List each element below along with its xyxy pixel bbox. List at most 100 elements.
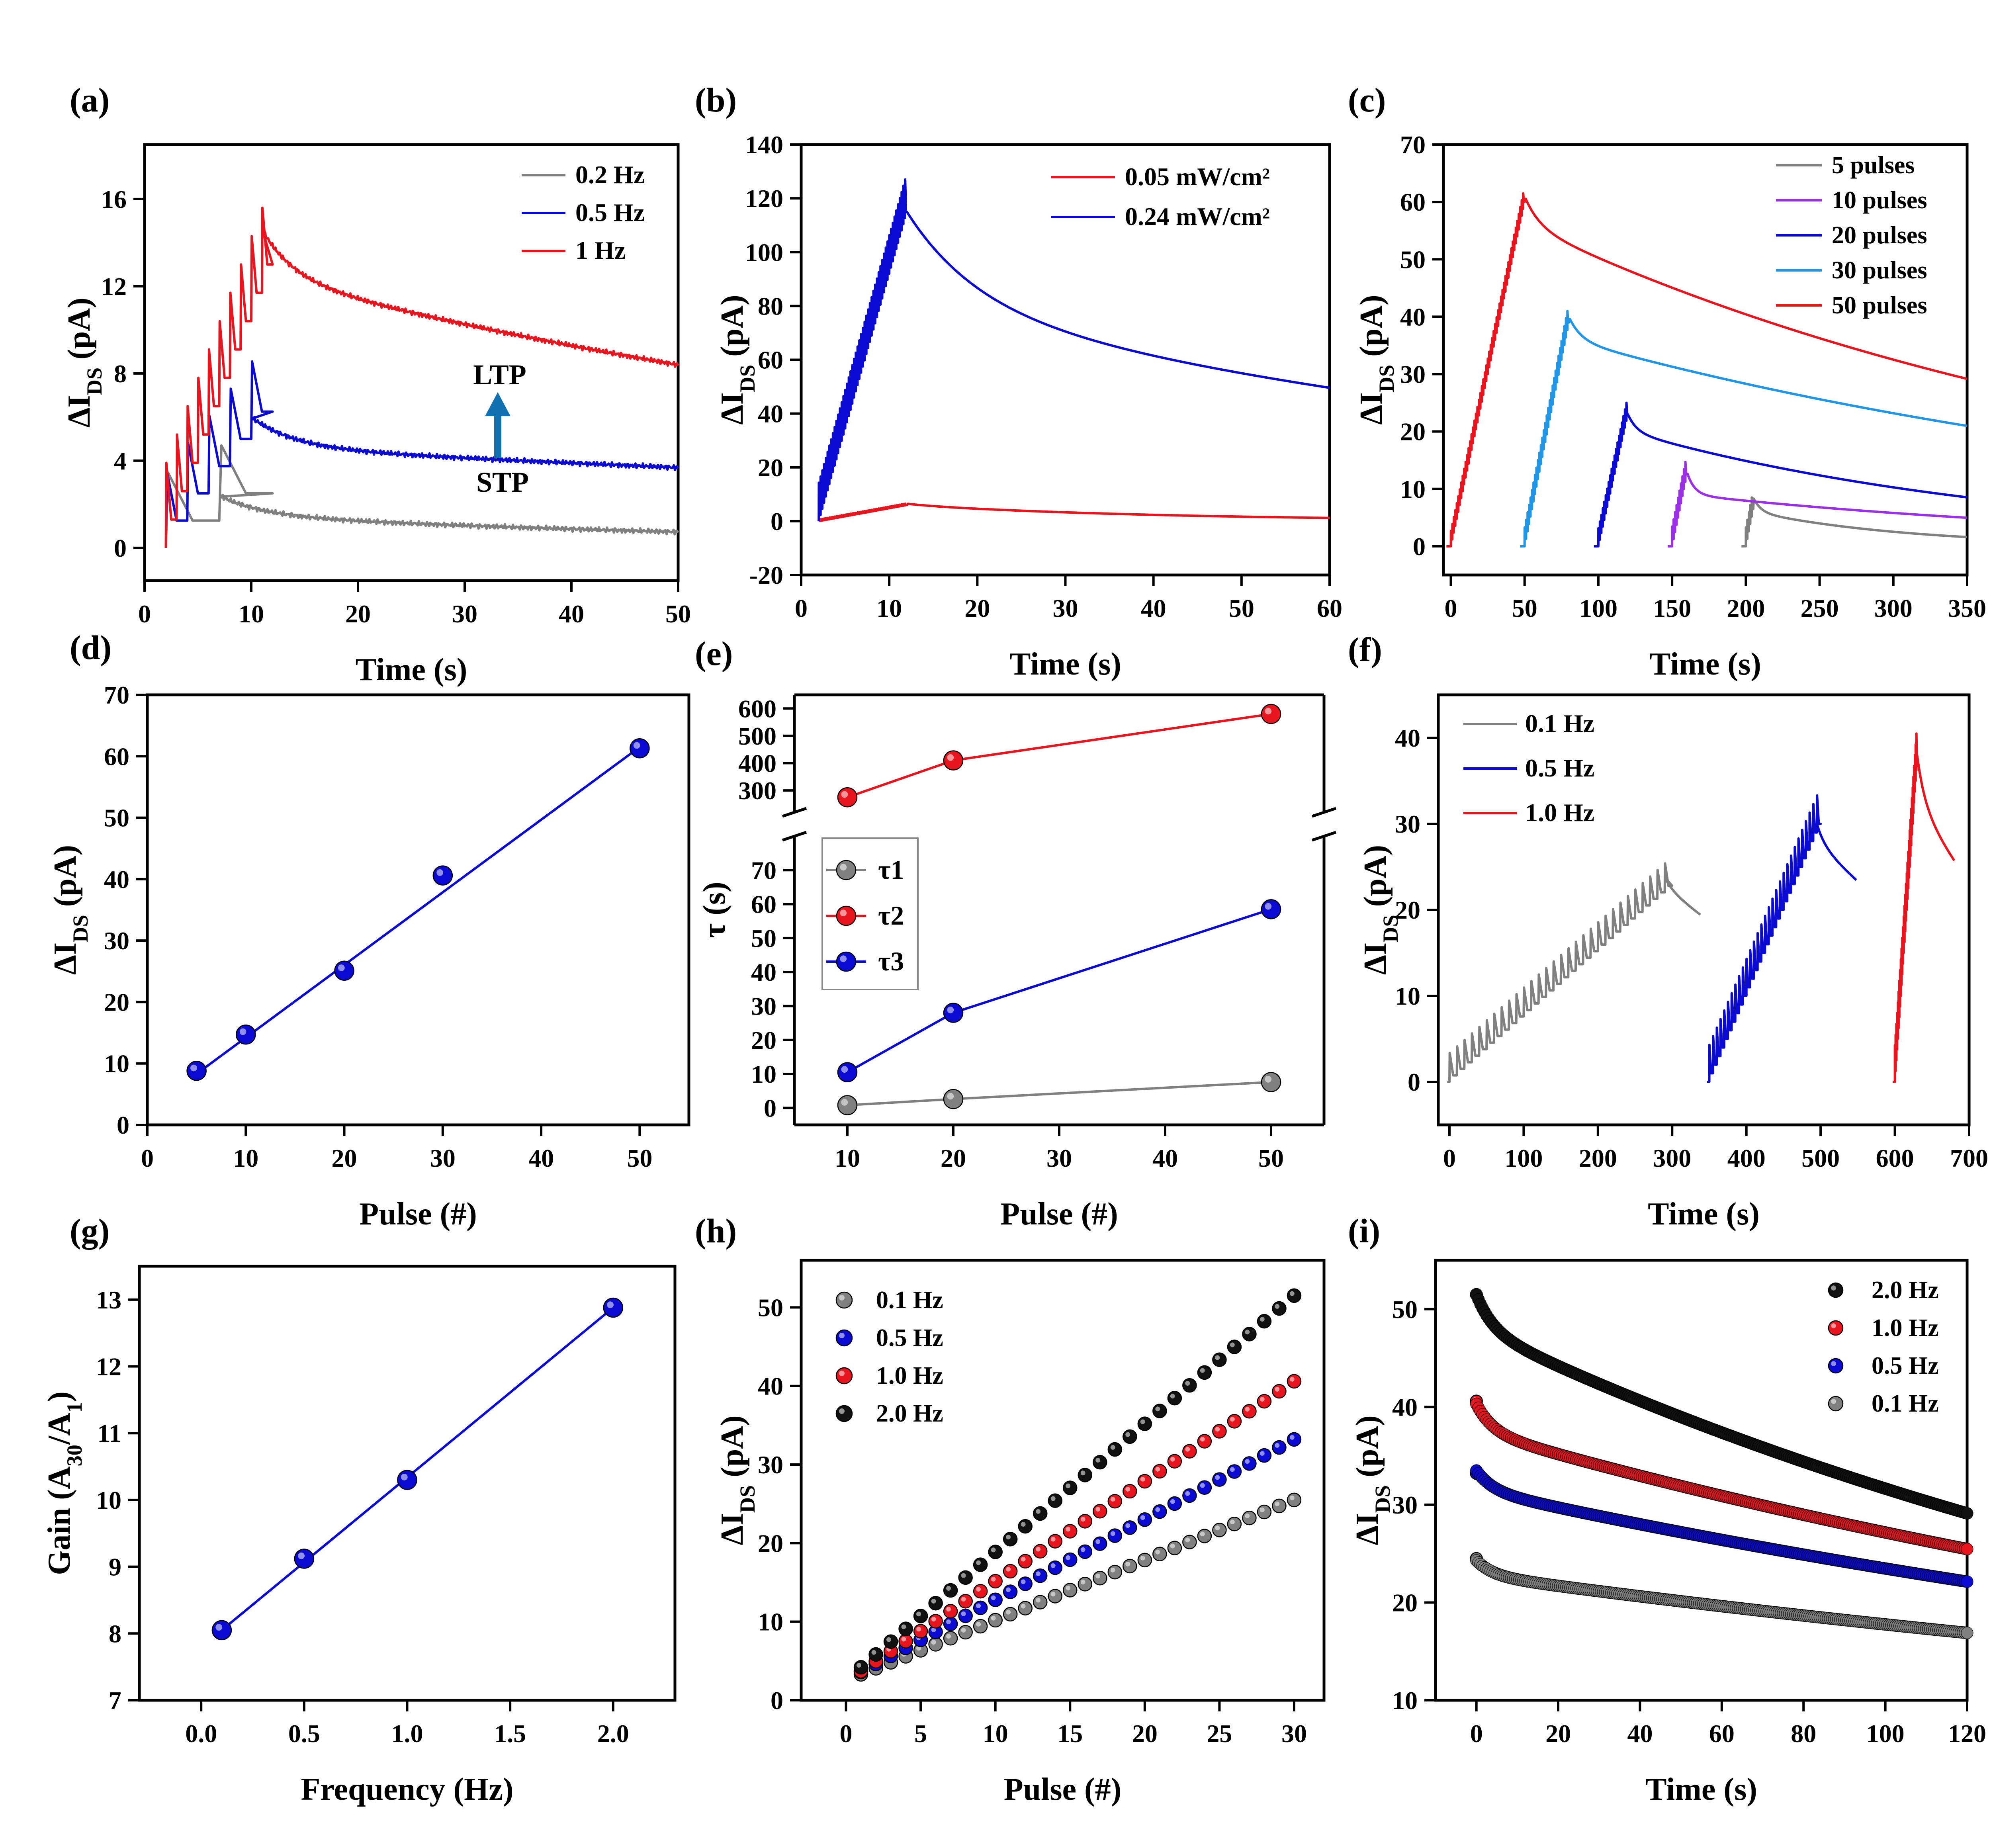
y-tick-label: 13 — [96, 1286, 121, 1314]
y-tick-label: 500 — [738, 722, 776, 750]
y-tick-label: 20 — [758, 454, 783, 482]
y-tick-label: 20 — [751, 1026, 776, 1054]
marker-highlight — [976, 1560, 981, 1565]
data-point — [988, 1545, 1003, 1559]
panel-c: (c) 0 50 100 150 200 250 300 350 Time (s) 0 10 20 30 4… — [1348, 81, 1986, 682]
data-point — [630, 738, 650, 759]
x-tick-label: 40 — [528, 1144, 554, 1172]
marker-highlight — [1289, 1377, 1295, 1382]
y-tick-label: 50 — [1400, 245, 1426, 274]
x-tick-label: 40 — [1141, 594, 1166, 622]
data-point — [1093, 1536, 1107, 1551]
marker-highlight — [931, 1627, 936, 1633]
marker-highlight — [1066, 1555, 1071, 1560]
data-point — [1287, 1492, 1302, 1508]
marker-highlight — [1125, 1561, 1130, 1566]
x-tick-label: 25 — [1207, 1719, 1232, 1748]
marker-highlight — [886, 1637, 891, 1642]
panel-a: (a) 0 10 20 30 40 50 Time (s) 0 4 8 12 16 ΔIDS (pA) 0.… — [62, 81, 691, 687]
marker-highlight — [840, 864, 847, 871]
data-point — [1197, 1480, 1212, 1495]
data-point — [958, 1625, 973, 1640]
marker-highlight — [1275, 1386, 1280, 1392]
marker-highlight — [1831, 1361, 1836, 1366]
y-tick-label: 40 — [751, 958, 776, 986]
marker-highlight — [1036, 1598, 1041, 1603]
data-point — [1033, 1568, 1048, 1583]
marker-highlight — [961, 1611, 966, 1616]
data-point — [1078, 1577, 1093, 1592]
y-tick-label: 30 — [104, 927, 129, 955]
series-line — [1446, 192, 1968, 548]
x-axis-label: Time (s) — [356, 652, 467, 687]
x-tick-label: 0 — [1443, 1144, 1456, 1172]
marker-highlight — [1095, 1539, 1101, 1544]
data-point — [334, 960, 354, 981]
marker-highlight — [215, 1624, 223, 1631]
y-tick-label: 100 — [745, 238, 783, 266]
marker-highlight — [931, 1617, 936, 1622]
marker-highlight — [839, 1371, 845, 1376]
y-tick-label: 20 — [1392, 1588, 1418, 1617]
marker-highlight — [1155, 1467, 1160, 1472]
data-point — [1961, 1627, 1973, 1639]
marker-highlight — [1245, 1459, 1250, 1464]
marker-highlight — [1265, 903, 1272, 910]
x-tick-label: 50 — [665, 600, 691, 628]
data-point — [1227, 1340, 1242, 1354]
y-tick-label: 70 — [751, 856, 776, 884]
panel-label: (a) — [70, 81, 110, 119]
legend-label: 0.24 mW/cm² — [1125, 202, 1270, 231]
x-axis-label: Pulse (#) — [1000, 1197, 1118, 1232]
data-point — [1123, 1429, 1137, 1444]
data-point — [1033, 1544, 1048, 1559]
x-tick-label: 20 — [345, 600, 371, 628]
series-line — [1893, 732, 1956, 1083]
marker-highlight — [1021, 1557, 1026, 1562]
data-point — [1123, 1484, 1137, 1499]
data-point — [1257, 1504, 1272, 1519]
marker-highlight — [1140, 1419, 1145, 1424]
x-tick-label: 40 — [1152, 1144, 1178, 1172]
marker-highlight — [1265, 708, 1272, 715]
marker-highlight — [1170, 1457, 1175, 1462]
x-tick-label: 0 — [1445, 594, 1457, 622]
panel-h: (h) 0 5 10 15 20 25 30 Pulse (#) 0 10 20 30 40 50 ΔIDS … — [695, 1212, 1326, 1807]
y-tick-label: 40 — [1395, 724, 1420, 752]
series-line — [818, 178, 1330, 521]
marker-highlight — [401, 1474, 408, 1480]
legend-label: 0.5 Hz — [1872, 1352, 1939, 1379]
marker-highlight — [607, 1301, 614, 1308]
marker-highlight — [1831, 1285, 1836, 1291]
y-tick-label: 16 — [101, 185, 127, 213]
marker-highlight — [1230, 1467, 1235, 1472]
marker-highlight — [947, 1093, 954, 1100]
marker-highlight — [1095, 1458, 1101, 1463]
marker-highlight — [871, 1650, 876, 1655]
x-tick-label: 120 — [1948, 1719, 1986, 1748]
marker-highlight — [1215, 1427, 1220, 1432]
marker-highlight — [1200, 1531, 1205, 1537]
data-point — [1182, 1444, 1197, 1459]
data-point — [1272, 1384, 1287, 1399]
marker-highlight — [1050, 1496, 1056, 1501]
marker-highlight — [976, 1621, 981, 1627]
marker-highlight — [1125, 1432, 1130, 1437]
data-point — [898, 1621, 913, 1636]
data-point — [1242, 1456, 1257, 1471]
marker-highlight — [1215, 1475, 1220, 1480]
panel-i: (i) 0 20 40 60 80 100 120 Time (s) 10 20 30 40 50 ΔIDS… — [1348, 1212, 1986, 1807]
x-tick-label: 80 — [1791, 1719, 1816, 1748]
legend-label: 50 pulses — [1832, 292, 1927, 319]
data-point — [1123, 1559, 1137, 1574]
marker-highlight — [1021, 1579, 1026, 1584]
marker-highlight — [1006, 1587, 1011, 1592]
x-axis-label: Time (s) — [1648, 1197, 1760, 1232]
data-point — [1048, 1534, 1062, 1549]
legend-label: 30 pulses — [1832, 257, 1927, 284]
marker-highlight — [916, 1611, 921, 1617]
fit-line — [221, 1306, 614, 1631]
x-tick-label: 30 — [430, 1144, 456, 1172]
legend-label: 1.0 Hz — [1525, 798, 1594, 827]
panel-b: (b) 0 10 20 30 40 50 60 Time (s) -20 0 20 40 60 80 100 1… — [695, 81, 1342, 682]
